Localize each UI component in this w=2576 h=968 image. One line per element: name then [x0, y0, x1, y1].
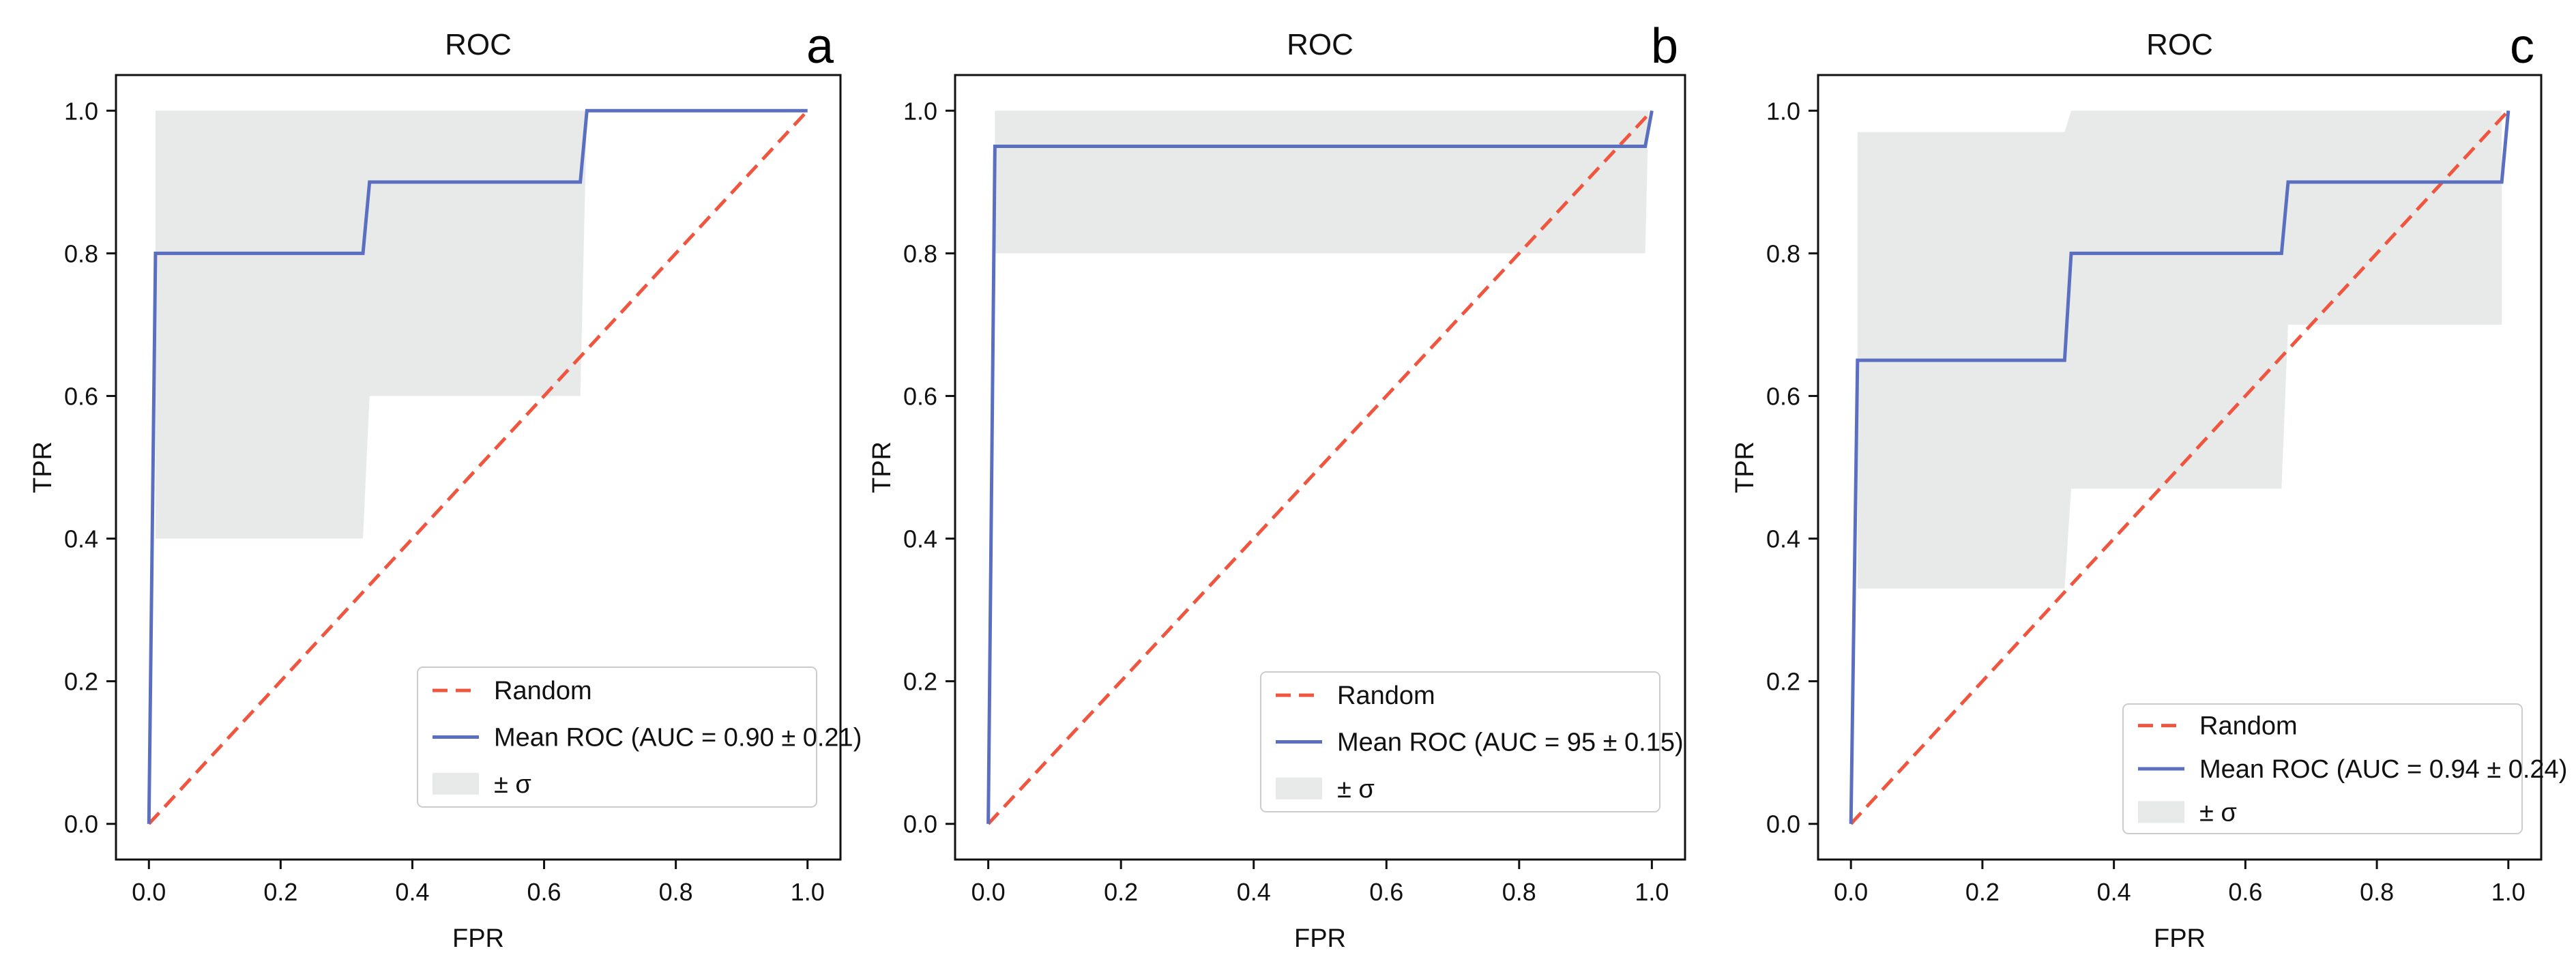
panel-b-y-tick-label: 0.8: [903, 239, 937, 267]
panel-c-letter: c: [2510, 19, 2534, 74]
panel-b-x-tick-label: 0.4: [1237, 878, 1271, 906]
panel-c-legend: Random Mean ROC (AUC = 0.94 ± 0.24) ± σ: [2122, 703, 2567, 834]
panel-b-title: ROC: [1287, 28, 1353, 61]
panel-b-x-tick-label: 1.0: [1635, 878, 1669, 906]
panel-b-y-tick-label: 0.4: [903, 525, 937, 553]
panel-c-y-tick-label: 0.2: [1766, 668, 1800, 696]
panel-b-y-tick-label: 0.0: [903, 810, 937, 838]
panel-c-x-tick-label: 1.0: [2491, 878, 2526, 906]
panel-c-x-tick-label: 0.2: [1965, 878, 2000, 906]
panel-b-y-tick-label: 1.0: [903, 97, 937, 125]
panel-c: 0.0 0.2 0.4 0.6 0.8 1.0 0.0 0.2 0.4 0.6 0.8 1.0 ROC c…: [1731, 19, 2567, 953]
panel-b-x-axis-label: FPR: [1294, 924, 1346, 953]
panel-a-legend-label: Mean ROC (AUC = 0.90 ± 0.21): [494, 724, 862, 752]
panel-a-y-tick-label: 0.4: [64, 525, 98, 553]
panel-a: 0.0 0.2 0.4 0.6 0.8 1.0 0.0 0.2 0.4 0.6 0.8 1.0 ROC a…: [29, 19, 862, 953]
panel-c-axes-frame: [1817, 74, 2543, 861]
panel-c-sigma-band: [1857, 111, 2502, 589]
panel-a-legend: Random Mean ROC (AUC = 0.90 ± 0.21) ± σ: [417, 666, 862, 808]
panel-c-x-tick-label: 0.8: [2360, 878, 2394, 906]
panel-a-legend-box: [417, 666, 817, 808]
panel-a-y-tick-label: 0.8: [64, 239, 98, 267]
panel-c-legend-box: [2122, 703, 2523, 834]
panel-c-x-axis-label: FPR: [2154, 924, 2206, 953]
panel-a-legend-label: Random: [494, 677, 592, 705]
panel-c-legend-label: Random: [2199, 712, 2298, 741]
panel-a-x-tick-label: 0.0: [132, 878, 166, 906]
panel-a-x-tick-label: 0.8: [659, 878, 693, 906]
panel-c-y-tick-label: 0.4: [1766, 525, 1800, 553]
panel-b: 0.0 0.2 0.4 0.6 0.8 1.0 0.0 0.2 0.4 0.6 0.8 1.0 ROC b…: [868, 19, 1686, 953]
panel-a-y-tick-label: 0.6: [64, 382, 98, 410]
panel-b-mean-roc-line: [986, 110, 1654, 824]
panel-b-legend-label: Mean ROC (AUC = 95 ± 0.15): [1337, 729, 1684, 757]
panel-b-legend-box: [1260, 671, 1660, 812]
panel-b-legend-label: ± σ: [1337, 775, 1375, 804]
panel-a-legend-sigma-swatch: [433, 772, 479, 795]
panel-c-x-tick-label: 0.6: [2228, 878, 2262, 906]
panel-c-x-tick-label: 0.0: [1834, 878, 1868, 906]
panel-c-y-tick-label: 0.0: [1766, 810, 1800, 838]
panel-b-letter: b: [1651, 19, 1678, 74]
panel-a-x-tick-label: 0.2: [263, 878, 297, 906]
panel-a-y-axis-label: TPR: [29, 441, 57, 493]
panel-b-x-tick-label: 0.0: [971, 878, 1006, 906]
panel-a-legend-label: ± σ: [494, 770, 531, 799]
panel-b-y-tick-label: 0.2: [903, 668, 937, 696]
panel-c-y-tick-label: 1.0: [1766, 97, 1800, 125]
panel-b-legend-label: Random: [1337, 681, 1435, 710]
panel-c-y-axis-label: TPR: [1731, 441, 1759, 493]
panel-a-y-tick-label: 1.0: [64, 97, 98, 125]
panel-b-legend: Random Mean ROC (AUC = 95 ± 0.15) ± σ: [1260, 671, 1684, 812]
panel-a-x-tick-label: 0.6: [527, 878, 561, 906]
panel-c-legend-sigma-swatch: [2138, 801, 2184, 823]
panel-c-y-tick-label: 0.6: [1766, 382, 1800, 410]
panel-c-x-tick-label: 0.4: [2097, 878, 2131, 906]
panel-c-legend-label: ± σ: [2199, 798, 2237, 827]
panel-a-y-tick-label: 0.0: [64, 810, 98, 838]
panel-a-sigma-band: [155, 111, 808, 539]
panel-c-legend-label: Mean ROC (AUC = 0.94 ± 0.24): [2199, 755, 2567, 784]
panel-c-title: ROC: [2146, 28, 2213, 61]
panel-c-y-tick-label: 0.8: [1766, 239, 1800, 267]
panel-c-mean-roc-line: [1849, 111, 2511, 824]
panel-a-axes-frame: [115, 74, 842, 861]
panel-b-x-tick-label: 0.6: [1369, 878, 1403, 906]
panel-a-title: ROC: [445, 28, 512, 61]
panel-a-y-tick-label: 0.2: [64, 668, 98, 696]
panel-b-x-tick-label: 0.8: [1502, 878, 1536, 906]
panel-b-sigma-band: [995, 111, 1649, 254]
panel-a-x-tick-label: 0.4: [395, 878, 429, 906]
panel-b-axes-frame: [954, 74, 1686, 861]
panel-b-y-axis-label: TPR: [868, 441, 896, 493]
panel-a-letter: a: [806, 19, 834, 74]
panel-b-legend-sigma-swatch: [1276, 777, 1322, 800]
panel-a-x-tick-label: 1.0: [791, 878, 825, 906]
panel-b-x-tick-label: 0.2: [1104, 878, 1138, 906]
panel-a-mean-roc-line: [147, 108, 808, 824]
panel-b-y-tick-label: 0.6: [903, 382, 937, 410]
panel-a-x-axis-label: FPR: [452, 924, 504, 953]
